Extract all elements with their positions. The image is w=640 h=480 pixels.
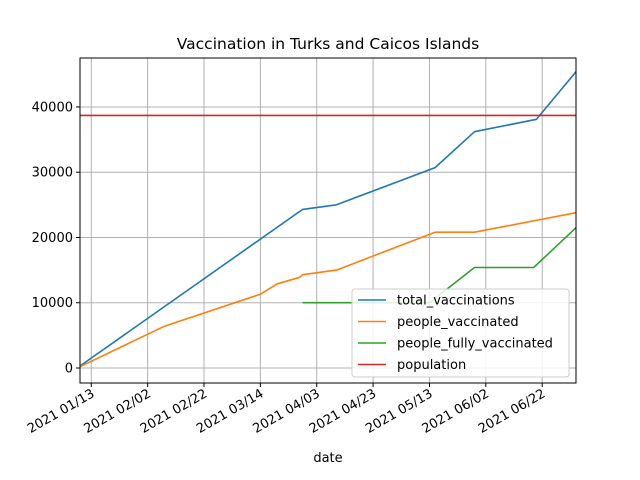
series-line-people-vaccinated [79,211,577,368]
legend-label: population [397,358,466,373]
legend: total_vaccinations people_vaccinatedpeopl… [351,288,570,378]
y-tick-label: 20000 [32,231,73,246]
legend-label: total_vaccinations [397,294,515,309]
y-tick-label: 30000 [32,166,73,181]
y-tick-label: 40000 [32,100,73,115]
y-tick-label: 0 [65,361,73,376]
grid-layer [80,58,576,383]
chart-title: Vaccination in Turks and Caicos Islands [177,35,479,53]
y-tick-label: 10000 [32,296,73,311]
x-axis-label: date [313,451,342,466]
plot-frame [79,57,577,384]
series-line-total-vaccinations [79,71,577,367]
legend-label: people_vaccinated [397,315,519,330]
legend-items: total_vaccinations people_vaccinatedpeopl… [358,294,553,373]
legend-label: people_fully_vaccinated [397,337,553,352]
legend-box [351,288,570,378]
